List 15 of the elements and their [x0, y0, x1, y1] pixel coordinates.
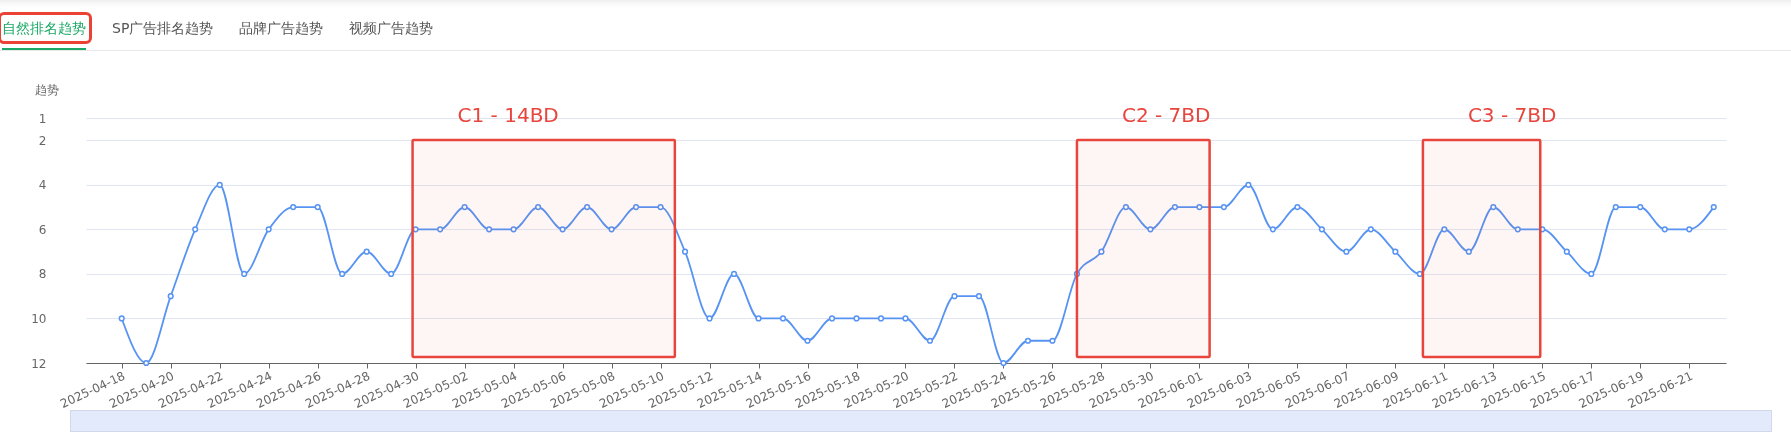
- chart-title: 自然排名趋势: [2, 20, 86, 50]
- y-tick-label: 12: [31, 356, 47, 371]
- band-label: C3 - 7BD: [1467, 103, 1557, 127]
- y-tick-label: 1: [38, 111, 47, 126]
- y-axis-title: 趋势: [34, 82, 59, 97]
- y-tick-label: 10: [31, 311, 47, 326]
- y-tick-label: 8: [38, 267, 47, 282]
- band-label: C1 - 14BD: [457, 103, 559, 127]
- text: 视频广告趋势: [349, 20, 434, 38]
- text: SP广告排名趋势: [112, 20, 214, 38]
- y-tick-label: 6: [38, 222, 47, 237]
- y-tick-label: 2: [38, 133, 47, 148]
- y-tick-label: 4: [38, 178, 47, 193]
- band-label: C2 - 7BD: [1121, 103, 1211, 127]
- text: 品牌广告趋势: [239, 20, 324, 38]
